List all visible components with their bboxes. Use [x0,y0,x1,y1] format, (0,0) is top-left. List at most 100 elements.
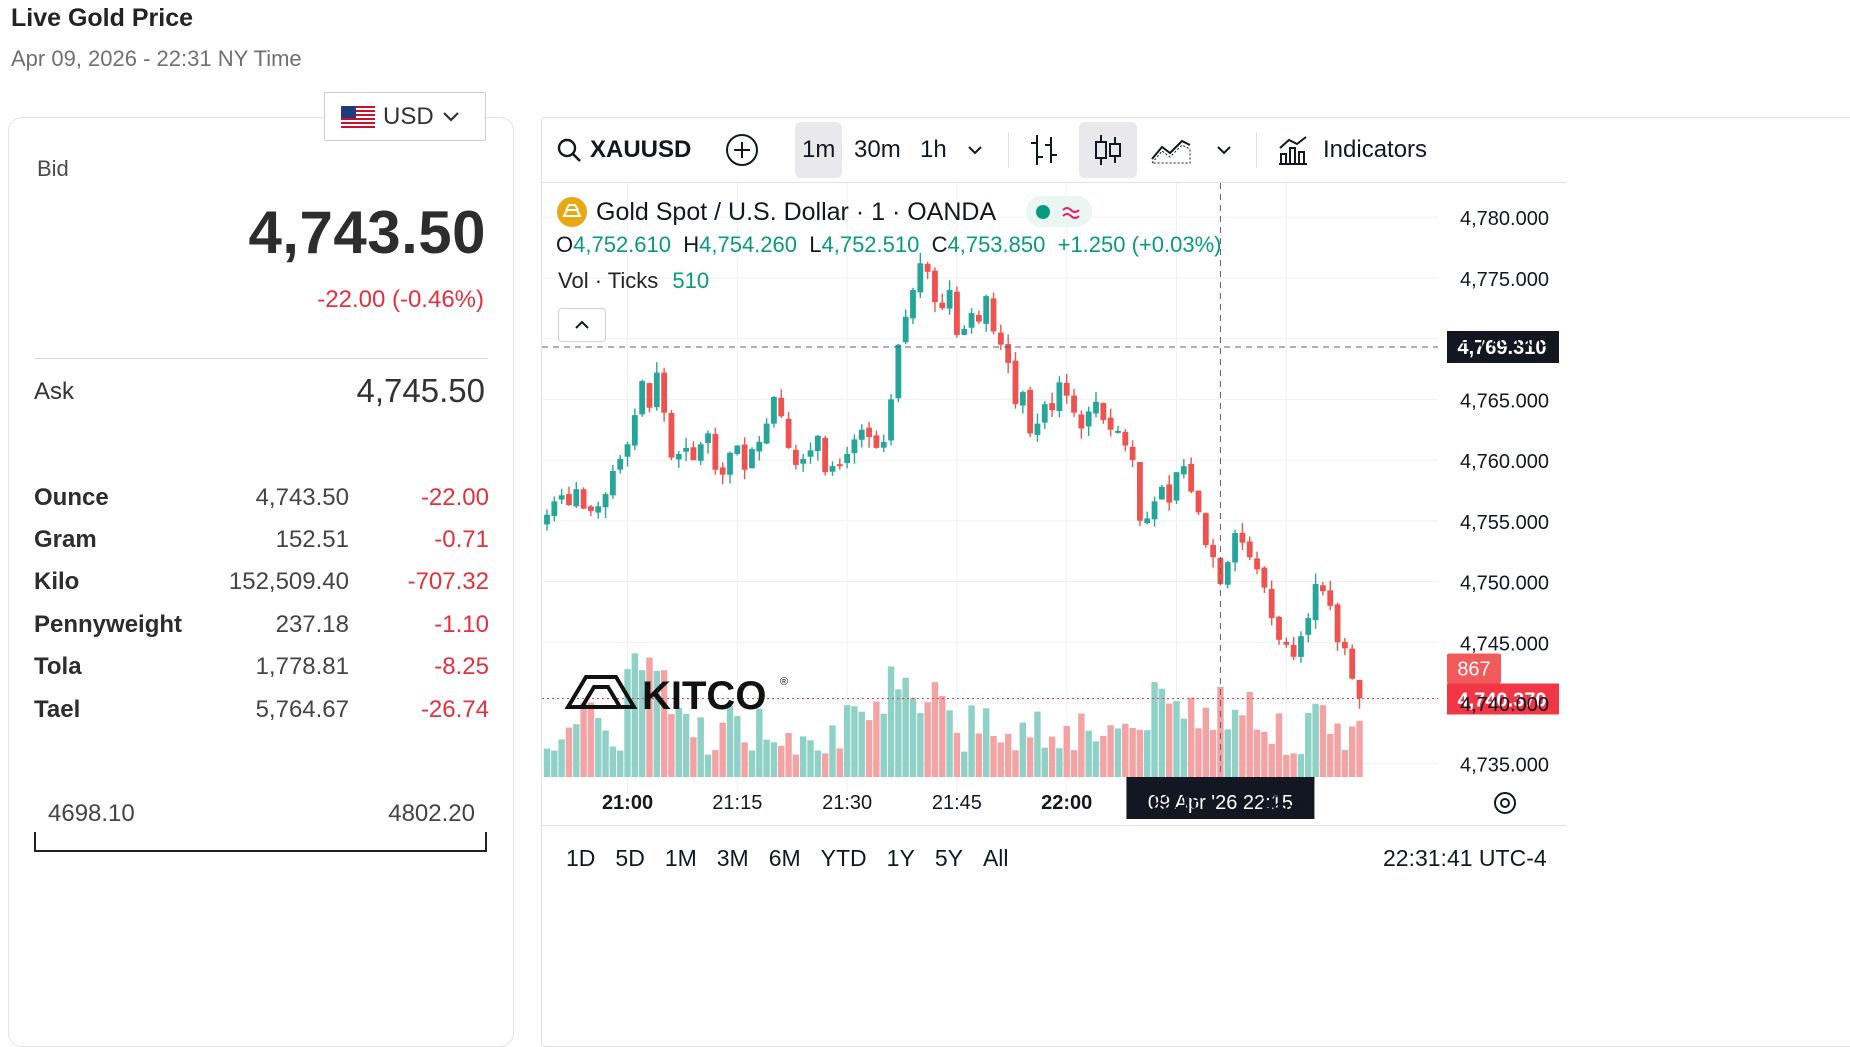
candle-body [588,506,594,512]
chart-legend: Gold Spot / U.S. Dollar · 1 · OANDA [556,196,996,228]
range-5y[interactable]: 5Y [934,845,963,871]
volume-bar [1305,712,1312,777]
candle-body [800,458,807,464]
range-ytd[interactable]: YTD [820,845,867,871]
price-chart[interactable]: 4,769.310 09 Apr '26 22:15 867 4,740.370 KIT… [542,183,1566,825]
volume-bar [653,670,660,777]
x-tick-label: 21:30 [822,792,872,814]
range-3m[interactable]: 3M [716,845,749,871]
candle-body [983,296,990,324]
unit-row: Tola 1,778.81 -8.25 [34,653,489,693]
crosshair-price-tag [1447,330,1559,363]
candle-body [1202,513,1209,546]
indicators-label: Indicators [1323,136,1428,163]
collapse-legend-button[interactable] [558,308,606,342]
unit-price: 152.51 [275,526,349,553]
candles-button[interactable] [1079,122,1137,178]
candle-body [1305,617,1312,635]
candle-body [1019,392,1026,406]
crosshair-time-label: 09 Apr '26 22:15 [1148,792,1293,814]
timestamp: Apr 09, 2026 - 22:31 NY Time [11,46,302,71]
range-1d[interactable]: 1D [566,845,596,871]
candle-body [558,495,565,500]
y-tick-label: 4,740.000 [1460,694,1549,716]
volume-bar [712,750,719,777]
timeframe-30m[interactable]: 30m [854,136,901,163]
indicators-icon [1279,136,1307,165]
candle-body [807,450,814,457]
unit-change: -26.74 [420,696,489,723]
chart-type-dropdown[interactable] [1215,118,1233,182]
volume-bar [551,750,558,777]
crosshair-time-tag [1126,777,1315,819]
candle-body [997,332,1004,345]
symbol-search[interactable]: XAUUSD [556,118,691,182]
timeframe-dropdown[interactable] [966,118,984,182]
area-chart-icon [1150,139,1191,164]
compare-button[interactable] [725,118,759,182]
h-value: 4,754.260 [699,232,797,257]
settings-icon-ring [1494,792,1516,814]
range-1y[interactable]: 1Y [886,845,915,871]
unit-name: Pennyweight [34,611,183,638]
range-all[interactable]: All [982,845,1009,871]
area-chart-button[interactable] [1150,118,1192,182]
unit-row: Gram 152.51 -0.71 [34,526,489,566]
candle-body [624,444,631,457]
us-flag-icon [341,105,375,128]
volume-bar [1202,707,1209,777]
unit-row: Ounce 4,743.50 -22.00 [34,484,489,524]
volume-bar [558,739,565,777]
indicators-button[interactable]: Indicators [1277,118,1427,182]
registered-mark: ® [780,676,788,688]
candle-body [1115,430,1121,433]
candle-body [1041,404,1048,423]
candle-body [939,302,946,309]
candle-body [646,383,653,408]
unit-change: -8.25 [434,653,489,680]
c-value: 4,753.850 [947,232,1046,257]
volume-bar [1187,697,1195,777]
candle-body [836,464,843,467]
status-badge [1026,196,1092,227]
range-6m[interactable]: 6M [768,845,801,871]
volume-bar [1056,748,1063,777]
volume-bar [595,718,602,777]
candle-body [661,372,668,413]
timeframe-1h[interactable]: 1h [920,136,947,163]
candle-body [683,447,689,452]
day-range-low: 4698.10 [48,800,135,827]
candle-body [1210,544,1217,558]
candle-body [617,458,624,470]
candle-body [1144,518,1151,524]
range-1m[interactable]: 1M [664,845,697,871]
timeframe-1m[interactable]: 1m [795,122,843,178]
candle-body [866,427,872,437]
volume-bar [763,739,770,777]
ask-label: Ask [34,378,75,405]
candle-body [756,441,763,452]
candle-body [1034,423,1041,435]
volume-bar [565,727,573,777]
unit-name: Gram [34,526,97,553]
volume-bar [1261,731,1268,777]
unit-change: -707.32 [407,568,489,595]
volume-bar [1253,729,1261,777]
candle-body [778,397,785,417]
candles [544,252,1363,709]
candle-body [1078,414,1085,429]
gold-logo-icon [557,197,587,227]
candle-body [917,263,924,293]
bar-chart-button[interactable] [1029,118,1059,182]
chart-axes: 4,780.000 4,775.000 4,770.000 4,765.000 4,76… [602,208,1549,814]
candle-body [924,263,931,272]
range-5d[interactable]: 5D [615,845,645,871]
currency-select[interactable]: USD [324,92,486,141]
candle-body [712,434,719,470]
candle-body [734,445,741,454]
candle-body [895,344,902,399]
volume-bar [961,751,968,777]
volume-tag [1447,653,1501,684]
candle-body [1158,486,1165,500]
volume-bar [1166,703,1173,777]
